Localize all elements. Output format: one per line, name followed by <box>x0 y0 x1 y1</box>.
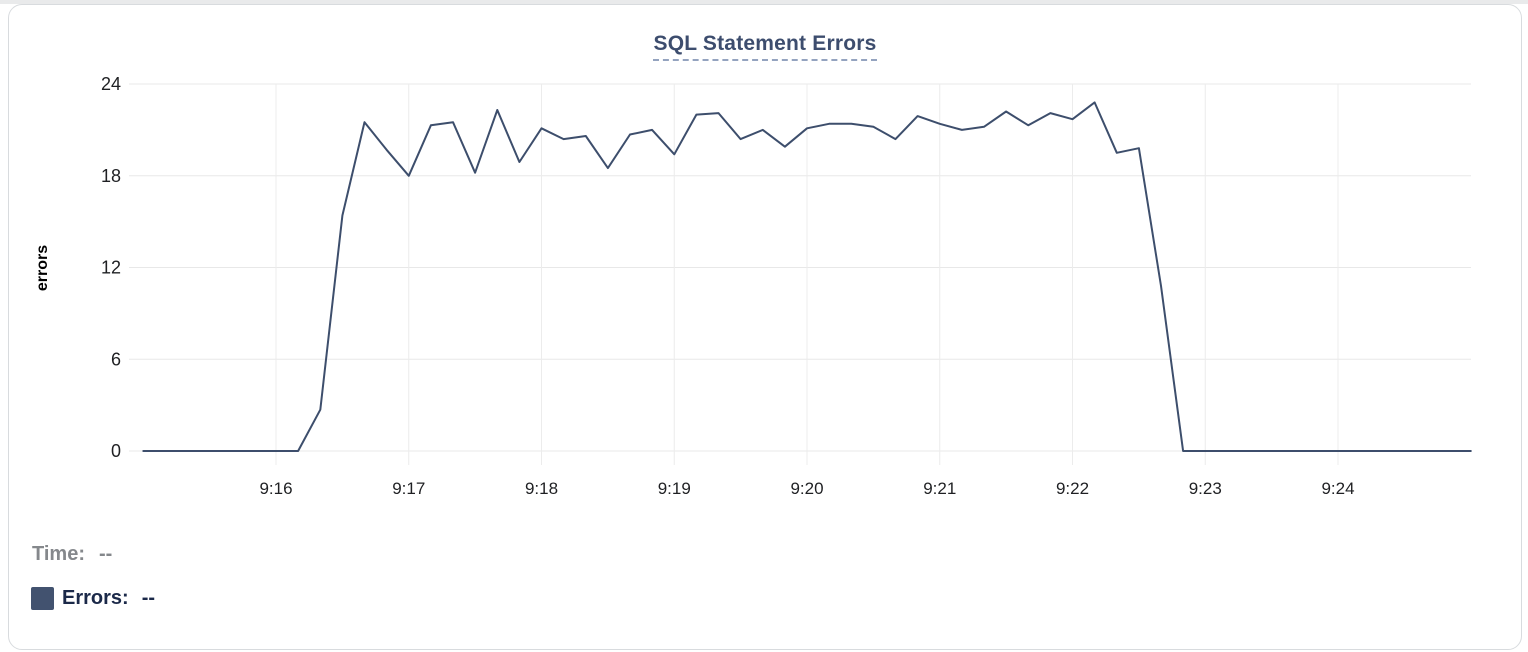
svg-text:9:21: 9:21 <box>923 479 956 498</box>
horizontal-gridlines <box>129 83 1471 452</box>
svg-text:9:20: 9:20 <box>790 479 823 498</box>
chart-header: SQL Statement Errors <box>9 32 1521 61</box>
chart-canvas[interactable]: 0 6 12 18 24 9:16 9:17 9:18 9:19 9:20 9:21 9:22 9:23… <box>1 1 1528 513</box>
svg-text:9:18: 9:18 <box>525 479 558 498</box>
chart-title-link[interactable]: SQL Statement Errors <box>653 32 877 61</box>
x-axis-labels: 9:16 9:17 9:18 9:19 9:20 9:21 9:22 9:23 9:24 <box>259 479 1354 498</box>
errors-readout: Errors: -- <box>31 587 155 610</box>
errors-series-swatch <box>31 587 54 610</box>
y-axis-labels: 0 6 12 18 24 <box>101 74 121 461</box>
svg-text:0: 0 <box>111 441 121 461</box>
svg-text:9:16: 9:16 <box>259 479 292 498</box>
svg-text:9:23: 9:23 <box>1189 479 1222 498</box>
svg-text:9:17: 9:17 <box>392 479 425 498</box>
vertical-gridlines <box>275 84 1339 465</box>
time-value: -- <box>98 543 113 565</box>
svg-text:6: 6 <box>111 349 121 369</box>
svg-text:18: 18 <box>101 166 121 186</box>
time-label: Time: <box>32 543 85 565</box>
errors-value: -- <box>141 587 156 609</box>
svg-text:9:24: 9:24 <box>1321 479 1354 498</box>
svg-text:9:22: 9:22 <box>1056 479 1089 498</box>
svg-text:9:19: 9:19 <box>658 479 691 498</box>
svg-text:24: 24 <box>101 74 121 94</box>
errors-series-line <box>142 101 1472 452</box>
chart-card: SQL Statement Errors 0 6 12 18 24 9:16 9:17 9:1… <box>8 4 1522 650</box>
panel-top-edge <box>0 0 1528 4</box>
svg-text:12: 12 <box>101 258 121 278</box>
time-readout: Time: -- <box>32 543 112 566</box>
y-axis-title: errors <box>34 245 51 291</box>
errors-label: Errors: <box>62 587 129 609</box>
